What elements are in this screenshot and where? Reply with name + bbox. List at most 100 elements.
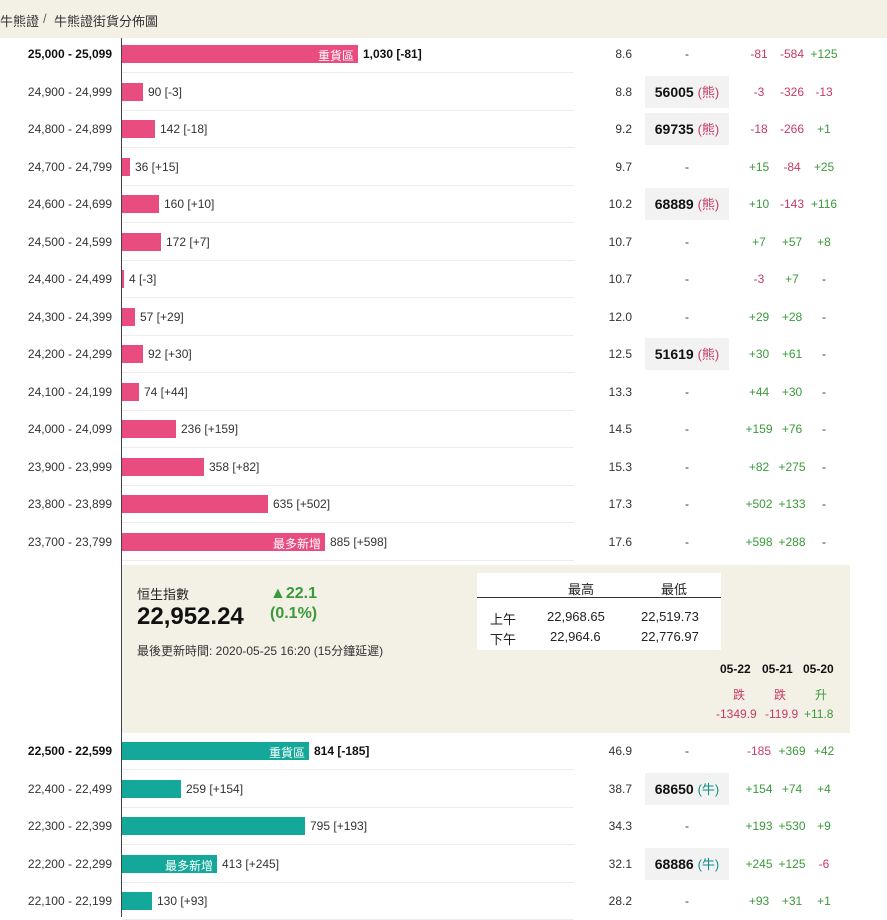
daily-change-3: +8 (817, 234, 831, 249)
bull-row: 22,200 - 22,299 最多新增 413 [+245] 32.1 68886 (… (0, 846, 887, 883)
warrant-code-button[interactable]: 68886 (牛) (645, 847, 729, 880)
price-range: 23,700 - 23,799 (27, 534, 112, 549)
pm-label: 下午 (490, 632, 517, 647)
warrant-type-tag: (熊) (697, 122, 720, 137)
bull-volume-bar[interactable] (122, 779, 181, 798)
chart-axis-line (121, 38, 122, 917)
daily-change-3: - (822, 309, 826, 324)
bear-volume-bar[interactable] (122, 382, 139, 401)
index-panel: 恒生指數 22,952.24 ▲22.1 (0.1%) 最後更新時間: 2020… (122, 565, 850, 733)
volume-value: 130 [+93] (157, 894, 208, 908)
bear-volume-bar[interactable] (122, 157, 130, 176)
bear-volume-bar[interactable] (122, 120, 155, 138)
bull-volume-bar[interactable]: 重貨區 (122, 742, 309, 760)
row-divider (122, 559, 574, 561)
warrant-code: 69735 (654, 121, 694, 137)
breadcrumb-current: 牛熊證街貨分佈圖 (54, 14, 159, 29)
bear-volume-bar[interactable] (122, 232, 161, 251)
percent-value: 8.6 (615, 47, 632, 61)
daily-change-1: +245 (745, 856, 773, 871)
bear-volume-bar[interactable] (122, 495, 268, 513)
bear-volume-bar[interactable] (122, 420, 176, 438)
daily-change-1: +193 (745, 819, 773, 833)
row-divider (122, 147, 574, 148)
daily-change-3: +116 (810, 197, 838, 211)
warrant-code-button[interactable]: 51619 (熊) (645, 338, 729, 370)
volume-value: 635 [+502] (273, 497, 331, 511)
row-divider (122, 297, 574, 298)
day-change-col-1: -1349.9 (716, 707, 757, 721)
daily-change-3: +9 (817, 819, 831, 833)
warrant-code-button[interactable]: 69735 (熊) (645, 113, 729, 145)
daily-change-1: -81 (750, 47, 768, 61)
daily-change-3: +125 (810, 47, 838, 61)
percent-value: 34.3 (608, 819, 632, 833)
percent-value: 12.5 (608, 347, 632, 361)
daily-change-1: +93 (748, 894, 770, 908)
bear-volume-bar[interactable] (122, 195, 159, 213)
index-name: 恒生指數 (137, 587, 190, 602)
daily-change-2: -84 (783, 159, 801, 174)
date-col-1: 05-22 (720, 662, 751, 676)
daily-change-2: +7 (785, 272, 799, 286)
daily-change-1: +15 (748, 159, 770, 174)
warrant-code-button[interactable]: 68650 (牛) (645, 772, 729, 805)
daily-change-2: +275 (778, 459, 806, 474)
bear-volume-bar[interactable] (122, 307, 135, 326)
row-divider (122, 522, 574, 523)
bear-volume-bar[interactable] (122, 457, 204, 476)
row-divider (122, 881, 574, 883)
bull-volume-bar[interactable]: 最多新增 (122, 854, 217, 873)
date-col-3: 05-20 (803, 662, 834, 676)
price-range: 22,100 - 22,199 (27, 894, 112, 908)
warrant-type-tag: (牛) (697, 781, 720, 797)
daily-change-3: - (822, 422, 826, 436)
bull-volume-bar[interactable] (122, 817, 305, 835)
bear-volume-bar[interactable]: 重貨區 (122, 45, 358, 63)
price-range: 22,300 - 22,399 (27, 819, 112, 833)
percent-value: 10.7 (608, 272, 632, 286)
daily-change-1: -18 (750, 122, 768, 136)
price-range: 23,800 - 23,899 (27, 497, 112, 511)
bear-volume-bar[interactable] (122, 270, 124, 288)
percent-value: 13.3 (608, 384, 632, 399)
volume-value: 160 [+10] (164, 197, 215, 211)
percent-value: 38.7 (608, 781, 632, 796)
bear-volume-bar[interactable] (122, 345, 143, 363)
breadcrumb-root-link[interactable]: 牛熊證 (0, 14, 40, 29)
percent-value: 10.2 (608, 197, 632, 211)
percent-value: 9.7 (615, 159, 632, 174)
header-divider (477, 597, 721, 598)
bull-row: 22,400 - 22,499 259 [+154] 38.7 68650 (牛) +1… (0, 771, 887, 808)
volume-value: 92 [+30] (148, 347, 192, 361)
pm-low: 22,776.97 (641, 629, 699, 644)
no-warrant-dash: - (685, 272, 689, 286)
volume-value: 4 [-3] (129, 272, 157, 286)
volume-value: 795 [+193] (310, 819, 368, 833)
row-divider (122, 184, 574, 186)
bear-row: 24,600 - 24,699 160 [+10] 10.2 68889 (熊) +10… (0, 186, 887, 223)
warrant-type-tag: (熊) (697, 347, 720, 362)
bar-highlight-label: 重貨區 (317, 49, 354, 63)
bear-row: 24,000 - 24,099 236 [+159] 14.5 - +159 +76 - (0, 411, 887, 448)
daily-change-2: +57 (781, 234, 803, 249)
index-value: 22,952.24 (137, 603, 244, 630)
bear-volume-bar[interactable]: 最多新增 (122, 532, 325, 551)
percent-value: 46.9 (608, 744, 632, 758)
volume-value: 1,030 [-81] (363, 47, 422, 61)
warrant-code-button[interactable]: 68889 (熊) (645, 188, 729, 220)
bear-volume-bar[interactable] (122, 82, 143, 101)
warrant-code-button[interactable]: 56005 (熊) (645, 75, 729, 108)
row-divider (122, 372, 574, 373)
daily-change-2: -143 (779, 197, 805, 211)
bull-volume-bar[interactable] (122, 892, 152, 910)
high-low-table: 最高 最低 上午 22,968.65 22,519.73 下午 22,964.6… (477, 573, 721, 650)
bear-row: 25,000 - 25,099 重貨區 1,030 [-81] 8.6 - -81 -584… (0, 36, 887, 73)
price-range: 24,500 - 24,599 (27, 234, 112, 249)
index-change-pct: (0.1%) (270, 605, 318, 622)
volume-value: 74 [+44] (144, 384, 188, 399)
daily-change-1: +10 (748, 197, 770, 211)
price-range: 24,600 - 24,699 (27, 197, 112, 211)
breadcrumb-separator: / (43, 11, 47, 26)
warrant-code: 56005 (654, 83, 694, 100)
